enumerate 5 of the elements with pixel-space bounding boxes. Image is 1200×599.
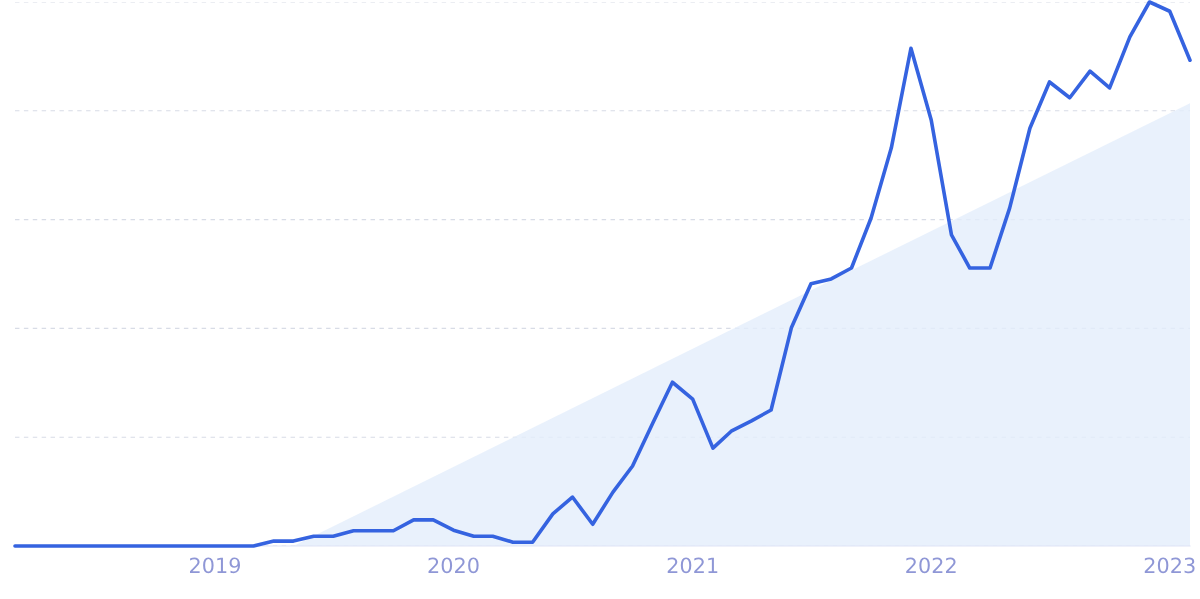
x-tick-label: 2020 — [428, 557, 479, 574]
x-tick-label: 2022 — [906, 557, 956, 574]
x-tick-label: 2019 — [189, 557, 241, 574]
x-tick-label: 2021 — [667, 557, 718, 574]
x-tick-label: 2023 — [1144, 557, 1195, 574]
